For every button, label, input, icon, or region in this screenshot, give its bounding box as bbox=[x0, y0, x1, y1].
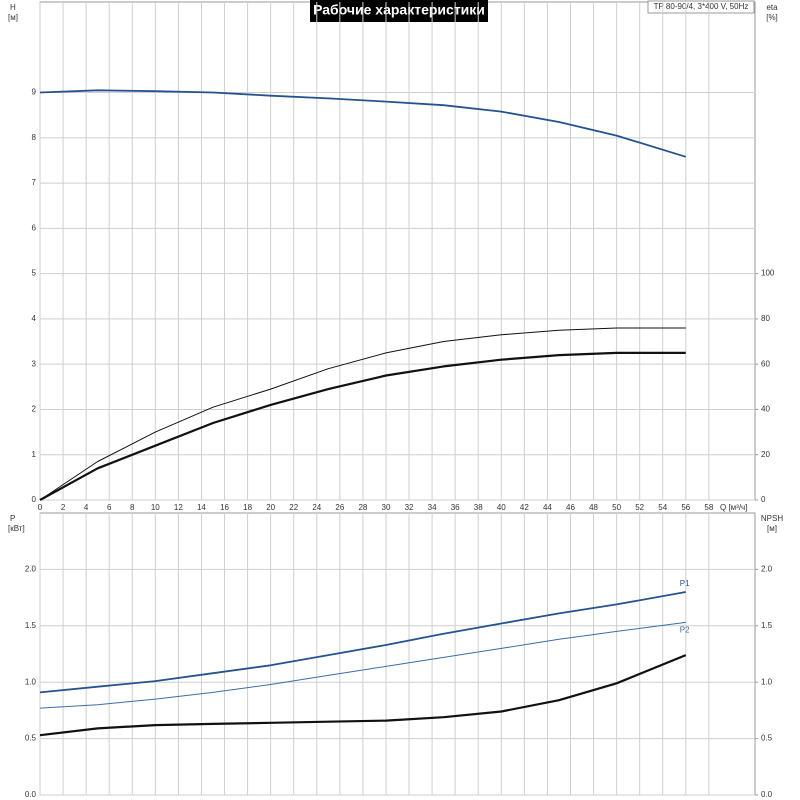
model-box bbox=[647, 0, 755, 14]
x-tick-label: 2 bbox=[61, 503, 66, 512]
series-line bbox=[39, 591, 686, 694]
series-line bbox=[39, 327, 686, 501]
x-tick-label: 56 bbox=[681, 503, 690, 512]
x-tick-label: 6 bbox=[107, 503, 112, 512]
x-tick-label: 4 bbox=[84, 503, 89, 512]
x-tick-label: 54 bbox=[658, 503, 667, 512]
chart-title: Рабочие характеристики bbox=[313, 2, 485, 18]
y2-tick-label: 40 bbox=[761, 405, 770, 414]
y-tick-label: 1.5 bbox=[25, 621, 37, 630]
plot-frame bbox=[39, 1, 756, 501]
model-label: TP 80-90/4, 3*400 V, 50Hz bbox=[654, 2, 749, 11]
y-tick-label: 5 bbox=[32, 269, 37, 278]
series-line bbox=[39, 621, 686, 709]
x-tick-label: 58 bbox=[704, 503, 713, 512]
y2-axis-label: NPSH bbox=[761, 514, 783, 523]
x-tick-label: 8 bbox=[130, 503, 135, 512]
series-label: P1 bbox=[680, 579, 690, 588]
y2-axis-label: eta bbox=[766, 3, 778, 12]
x-tick-label: 48 bbox=[589, 503, 598, 512]
y-tick-label: 6 bbox=[32, 223, 37, 232]
x-tick-label: 42 bbox=[520, 503, 529, 512]
y2-tick-label: 0.5 bbox=[761, 734, 773, 743]
x-tick-label: 40 bbox=[497, 503, 506, 512]
y2-tick-label: 100 bbox=[761, 269, 775, 278]
x-tick-label: 20 bbox=[266, 503, 275, 512]
series-label: P2 bbox=[680, 626, 690, 635]
y2-tick-label: 20 bbox=[761, 450, 770, 459]
y-tick-label: 7 bbox=[32, 178, 37, 187]
y-tick-label: 1.0 bbox=[25, 677, 37, 686]
x-tick-label: 14 bbox=[197, 503, 206, 512]
y-tick-label: 4 bbox=[32, 314, 37, 323]
x-tick-label: 50 bbox=[612, 503, 621, 512]
x-tick-label: 36 bbox=[451, 503, 460, 512]
x-tick-label: 46 bbox=[566, 503, 575, 512]
x-tick-label: 10 bbox=[151, 503, 160, 512]
series-line bbox=[39, 654, 687, 737]
x-tick-label: 52 bbox=[635, 503, 644, 512]
y-tick-label: 9 bbox=[32, 88, 37, 97]
y-tick-label: 0 bbox=[32, 495, 37, 504]
x-tick-label: 28 bbox=[358, 503, 367, 512]
x-tick-label: 38 bbox=[474, 503, 483, 512]
y2-tick-label: 80 bbox=[761, 314, 770, 323]
y-tick-label: 8 bbox=[32, 133, 37, 142]
y2-tick-label: 0 bbox=[761, 495, 766, 504]
y-axis-unit: [м] bbox=[8, 13, 18, 22]
y-tick-label: 1 bbox=[32, 450, 37, 459]
series-line bbox=[39, 89, 687, 158]
y-axis-label: P bbox=[10, 514, 15, 523]
y2-axis-unit: [%] bbox=[766, 13, 778, 22]
y-tick-label: 3 bbox=[32, 359, 37, 368]
x-axis-label: Q [м³/ч] bbox=[720, 503, 747, 512]
x-tick-label: 22 bbox=[289, 503, 298, 512]
x-tick-label: 12 bbox=[174, 503, 183, 512]
y-axis-label: H bbox=[10, 3, 16, 12]
x-tick-label: 16 bbox=[220, 503, 229, 512]
x-tick-label: 18 bbox=[243, 503, 252, 512]
x-tick-label: 0 bbox=[38, 503, 43, 512]
plot-frame bbox=[39, 512, 756, 796]
y2-tick-label: 2.0 bbox=[761, 565, 773, 574]
x-tick-label: 44 bbox=[543, 503, 552, 512]
series-line bbox=[39, 351, 686, 501]
y-tick-label: 2 bbox=[32, 405, 37, 414]
y2-tick-label: 1.0 bbox=[761, 677, 773, 686]
title-box bbox=[310, 0, 488, 22]
y2-tick-label: 0.0 bbox=[761, 790, 773, 799]
x-tick-label: 32 bbox=[405, 503, 414, 512]
y-tick-label: 0.0 bbox=[25, 790, 37, 799]
y2-tick-label: 60 bbox=[761, 359, 770, 368]
x-tick-label: 26 bbox=[335, 503, 344, 512]
y2-axis-unit: [м] bbox=[767, 524, 777, 533]
x-tick-label: 24 bbox=[312, 503, 321, 512]
x-tick-label: 30 bbox=[382, 503, 391, 512]
y-axis-unit: [кВт] bbox=[8, 524, 25, 533]
y2-tick-label: 1.5 bbox=[761, 621, 773, 630]
x-tick-label: 34 bbox=[428, 503, 437, 512]
y-tick-label: 2.0 bbox=[25, 565, 37, 574]
y-tick-label: 0.5 bbox=[25, 734, 37, 743]
